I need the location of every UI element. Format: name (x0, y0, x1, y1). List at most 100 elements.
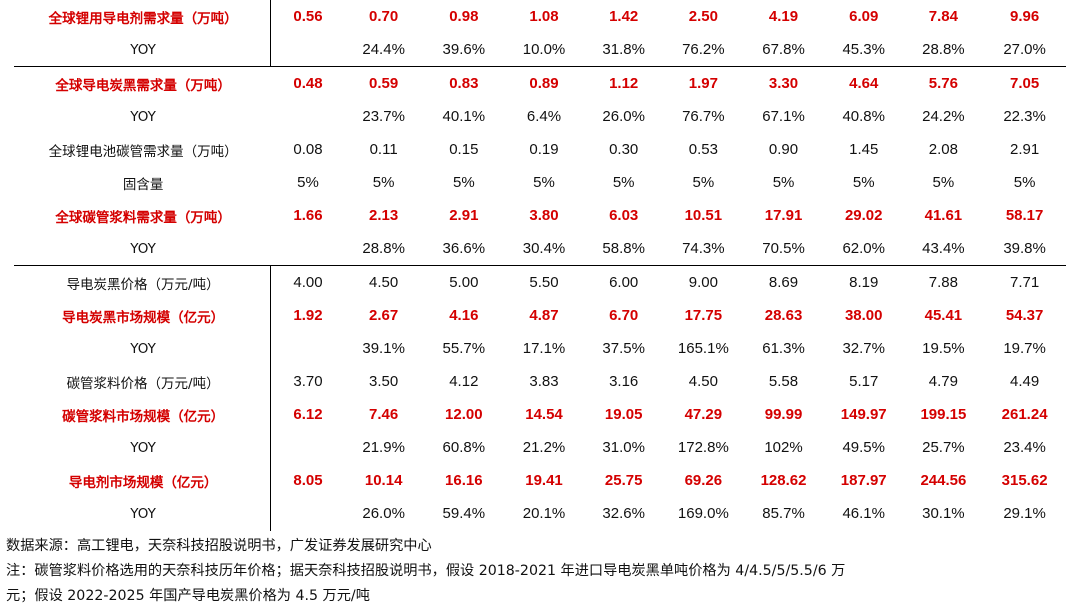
row-label: YOY (130, 108, 156, 125)
table-cell: 0.08 (293, 141, 323, 158)
table-cell: 128.62 (760, 472, 807, 489)
source-note: 数据来源：高工锂电，天奈科技招股说明书，广发证券发展研究中心 (6, 538, 432, 554)
vertical-divider (270, 0, 271, 66)
table-cell: 30.1% (922, 505, 965, 522)
row-label: YOY (130, 340, 156, 357)
table-cell: 2.91 (449, 207, 479, 224)
table-cell: 9.96 (1010, 8, 1040, 25)
table-cell: 244.56 (920, 472, 967, 489)
table-cell: 46.1% (842, 505, 885, 522)
table-cell: 3.83 (529, 373, 559, 390)
table-cell: 40.1% (442, 108, 486, 125)
table-cell: 165.1% (677, 340, 729, 357)
table-cell: 16.16 (445, 472, 483, 489)
table-row: YOY 24.4% 39.6% 10.0% 31.8% 76.2% 67.8% 45.3% 28… (14, 33, 1066, 67)
table-cell: 7.88 (903, 265, 984, 299)
table-cell: 0.59 (343, 66, 424, 100)
row-label: 碳管浆料市场规模（亿元） (62, 408, 225, 425)
table-cell: 30.4% (522, 240, 566, 257)
table-cell: 19.41 (525, 472, 563, 489)
table-cell: 0.30 (609, 141, 639, 158)
table-cell: 58.8% (602, 240, 645, 257)
table-cell: 31.8% (583, 33, 664, 67)
table-cell: 29.1% (1003, 505, 1046, 522)
row-label: 全球碳管浆料需求量（万吨） (55, 209, 231, 226)
table-cell: 9.00 (663, 265, 744, 299)
table-cell: 2.91 (1010, 141, 1040, 158)
table-cell: 25.75 (604, 472, 643, 489)
table-cell: 149.97 (840, 406, 887, 423)
table-cell: 38.00 (844, 307, 883, 324)
table-cell: 6.12 (293, 406, 323, 423)
table-row: 导电剂市场规模（亿元） 8.05 10.14 16.16 19.41 25.75 69.26… (14, 464, 1066, 497)
table-cell: 4.87 (529, 307, 559, 324)
table-cell: 5.17 (849, 373, 879, 390)
table-cell: 10.0% (504, 33, 584, 67)
table-cell (272, 332, 344, 365)
row-label: 固含量 (122, 176, 164, 193)
table-cell: 39.1% (362, 340, 405, 357)
table-cell: 47.29 (684, 406, 723, 423)
table-cell: 6.4% (526, 108, 562, 125)
table-cell: 5% (533, 174, 555, 191)
table-row: 碳管浆料价格（万元/吨） 3.70 3.50 4.12 3.83 3.16 4.50 5.58… (14, 365, 1066, 398)
table-cell: 19.5% (922, 340, 965, 357)
table-cell: 76.7% (682, 108, 725, 125)
table-cell: 1.45 (849, 141, 879, 158)
table-cell: 76.2% (663, 33, 744, 67)
vertical-divider (270, 265, 271, 531)
table-cell: 39.8% (1003, 240, 1046, 257)
table-cell: 85.7% (762, 505, 805, 522)
table-cell: 28.8% (362, 240, 405, 257)
table-cell: 0.11 (369, 141, 398, 158)
table-cell: 172.8% (677, 439, 729, 456)
table-cell: 0.15 (449, 141, 479, 158)
table-cell: 28.63 (764, 307, 803, 324)
table-cell: 55.7% (442, 340, 486, 357)
table-cell: 187.97 (840, 472, 887, 489)
table-cell: 12.00 (445, 406, 483, 423)
table-cell: 8.69 (743, 265, 824, 299)
table-cell: 5.58 (768, 373, 799, 390)
row-label: 导电剂市场规模（亿元） (68, 474, 218, 491)
row-label: 全球锂电池碳管需求量（万吨） (48, 143, 238, 160)
row-label: YOY (130, 240, 156, 257)
table-cell: 4.49 (1010, 373, 1040, 390)
row-label: 导电炭黑价格（万元/吨） (14, 265, 273, 299)
table-cell: 4.12 (449, 373, 479, 390)
table-cell: 14.54 (525, 406, 563, 423)
table-row: 固含量 5% 5% 5% 5% 5% 5% 5% 5% 5% 5% (14, 166, 1066, 199)
table-cell: 2.67 (369, 307, 399, 324)
table-cell: 21.2% (522, 439, 566, 456)
row-label: YOY (14, 33, 273, 67)
table-cell: 0.56 (293, 8, 323, 25)
table-cell: 31.0% (602, 439, 645, 456)
footnotes: 数据来源：高工锂电，天奈科技招股说明书，广发证券发展研究中心 注：碳管浆料价格选… (6, 534, 1076, 609)
table-cell: 5% (1013, 174, 1036, 191)
table-row: 全球锂用导电剂需求量（万吨） 0.56 0.70 0.98 1.08 1.42 2.50 4.… (14, 0, 1066, 33)
row-label: 全球锂用导电剂需求量（万吨） (48, 10, 238, 27)
table-cell: 60.8% (442, 439, 486, 456)
table-cell: 3.16 (609, 373, 639, 390)
table-cell: 17.1% (522, 340, 566, 357)
row-label: YOY (130, 505, 156, 522)
table-cell: 315.62 (1001, 472, 1048, 489)
table-cell: 169.0% (677, 505, 729, 522)
table-row: YOY 26.0% 59.4% 20.1% 32.6% 169.0% 85.7% 46.1% 3… (14, 497, 1066, 530)
table-cell: 37.5% (602, 340, 645, 357)
table-cell: 5.00 (423, 265, 505, 299)
table-cell: 54.37 (1005, 307, 1044, 324)
table-cell: 1.12 (583, 66, 664, 100)
table-cell: 0.90 (768, 141, 799, 158)
table-cell: 58.17 (1005, 207, 1044, 224)
table-cell: 27.0% (983, 33, 1066, 67)
table-cell: 3.80 (529, 207, 559, 224)
table-cell: 261.24 (1001, 406, 1048, 423)
table-row: 全球碳管浆料需求量（万吨） 1.66 2.13 2.91 3.80 6.03 10.51 17… (14, 199, 1066, 232)
table-cell: 0.19 (529, 141, 559, 158)
table-cell: 23.7% (362, 108, 405, 125)
table-cell: 7.84 (928, 8, 958, 25)
table-row: YOY 21.9% 60.8% 21.2% 31.0% 172.8% 102% 49.5% 25… (14, 431, 1066, 464)
table-cell: 4.79 (928, 373, 958, 390)
table-cell: 5.50 (504, 265, 584, 299)
